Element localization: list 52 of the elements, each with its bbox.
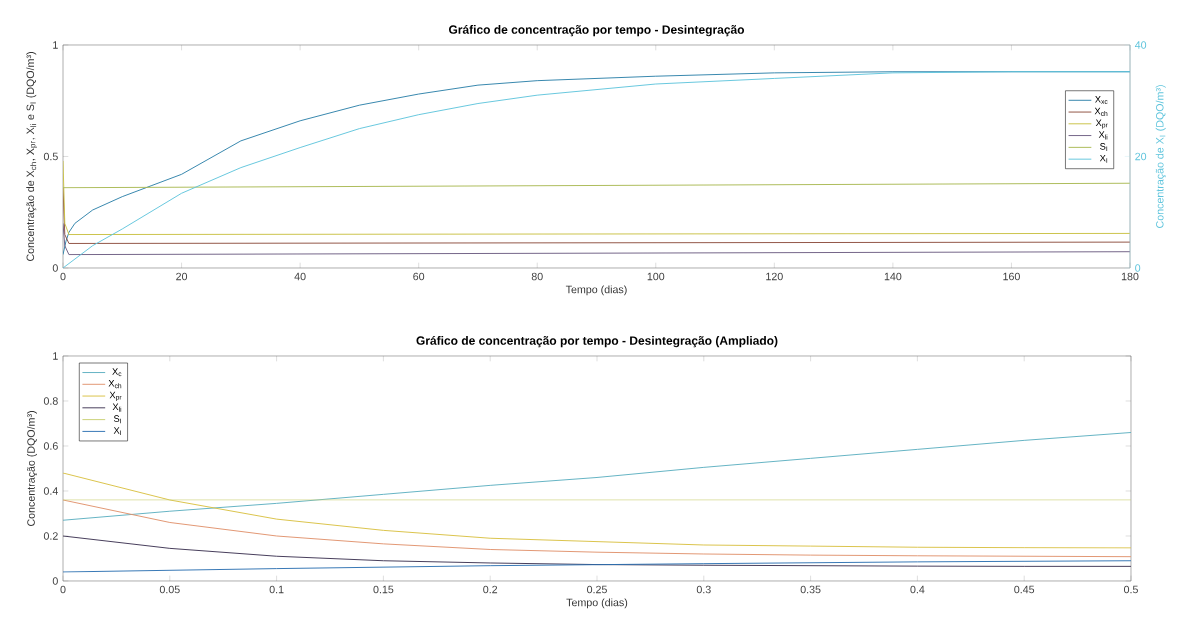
y-tick-label: 1: [53, 352, 58, 360]
legend-label: X$_{I}$: [1099, 154, 1108, 163]
y-tick-label: 0.8: [43, 397, 58, 405]
legend-label: S$_{I}$: [1100, 143, 1108, 151]
legend-label: S$_{I}$: [113, 415, 121, 424]
legend-label: X$_{xc}$: [1095, 96, 1108, 104]
y-tick-label: 1: [53, 41, 58, 49]
x-tick-label: 0.25: [587, 585, 607, 594]
legend-label: X$_{ch}$: [1094, 107, 1108, 116]
legend-label: X$_{c}$: [112, 368, 122, 377]
legend-label: X$_{pr}$: [1095, 119, 1108, 129]
x-tick-label: 180: [1121, 272, 1139, 281]
x-tick-label: 0.4: [910, 585, 925, 594]
x-tick-label: 60: [413, 272, 425, 281]
x-tick-label: 0.1: [269, 585, 284, 594]
x-tick-label: 160: [1003, 272, 1020, 281]
y2-axis-title: Concentração de X$_{I}$ (DQO/m³): [1155, 85, 1166, 228]
x-tick-label: 0.35: [800, 585, 821, 594]
y-tick-label: 0.6: [43, 442, 58, 450]
y2-tick-label: 40: [1134, 41, 1147, 49]
y-axis-title: Concentração (DQO/m³): [26, 411, 37, 527]
legend-label: X$_{ch}$: [108, 380, 122, 389]
x-tick-label: 0: [60, 585, 66, 594]
x-tick-label: 40: [294, 272, 306, 281]
chart-title: Gráfico de concentração por tempo - Desintegração (Ampliado): [416, 335, 778, 348]
x-tick-label: 140: [884, 272, 902, 281]
x-tick-label: 120: [766, 272, 783, 281]
x-tick-label: 0.2: [483, 585, 498, 594]
x-tick-label: 0: [60, 272, 66, 281]
y2-tick-label: 20: [1135, 152, 1147, 161]
x-tick-label: 20: [176, 272, 188, 281]
legend-label: X$_{li}$: [1098, 131, 1108, 140]
x-tick-label: 0.45: [1014, 585, 1035, 594]
x-tick-label: 0.05: [159, 585, 180, 594]
y-tick-label: 0.2: [43, 532, 58, 540]
x-tick-label: 0.3: [696, 585, 711, 594]
x-tick-label: 0.5: [1124, 585, 1138, 594]
text: Concentração de X$_{ch}$, X$_{pr}$, X$_{li}$ e S$_{I}$ (DQO/m³): [26, 52, 37, 262]
y2-tick-label: 0: [1135, 264, 1141, 272]
chart-title: Gráfico de concentração por tempo - Desintegração: [448, 24, 745, 37]
y-tick-label: 0: [52, 577, 58, 585]
y-tick-label: 0.4: [43, 487, 58, 495]
y-tick-label: 0.5: [43, 152, 58, 161]
legend-label: X$_{li}$: [112, 403, 122, 412]
x-axis-title: Tempo (dias): [565, 285, 627, 296]
legend-label: X$_{I}$: [113, 427, 121, 435]
x-tick-label: 0.15: [373, 585, 394, 594]
legend-label: X$_{pr}$: [109, 391, 122, 401]
x-axis-title: Tempo (dias): [566, 598, 628, 609]
y-tick-label: 0: [52, 264, 58, 272]
x-tick-label: 80: [531, 272, 543, 281]
x-tick-label: 100: [647, 272, 665, 281]
